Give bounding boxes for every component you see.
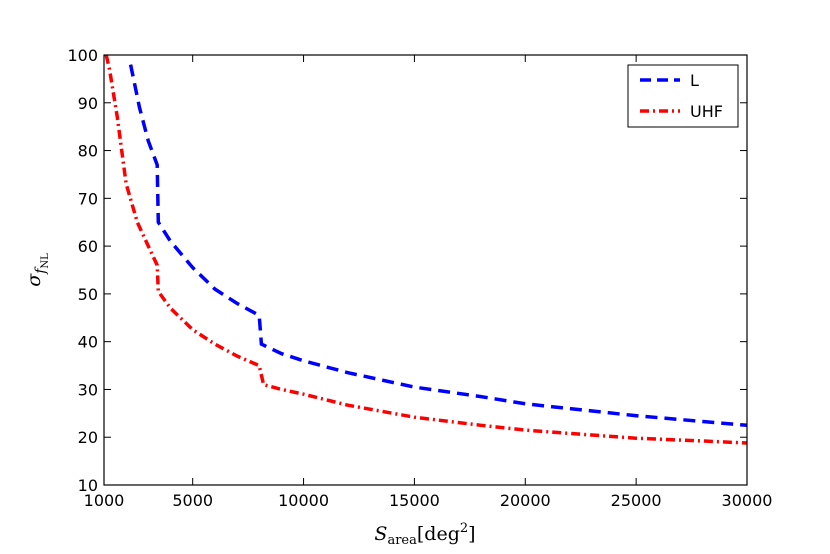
series-layer — [104, 54, 748, 445]
x-tick-label: 25000 — [611, 491, 662, 510]
series-line-L — [128, 64, 748, 428]
legend-label-L: L — [690, 71, 699, 90]
legend-label-UHF: UHF — [690, 102, 723, 121]
legend-box — [627, 64, 739, 128]
y-tick-label: 10 — [78, 476, 98, 495]
y-tick-label: 40 — [78, 333, 98, 352]
y-tick-label: 90 — [78, 94, 98, 113]
x-tick-label: 10000 — [278, 491, 329, 510]
y-tick-label: 30 — [78, 380, 98, 399]
y-axis-label: σfNL — [23, 253, 51, 287]
legend: L UHF — [627, 64, 739, 128]
x-tick-label: 5000 — [172, 491, 213, 510]
plot-frame — [103, 54, 748, 486]
x-tick-label: 15000 — [389, 491, 440, 510]
y-tick-label: 70 — [78, 189, 98, 208]
x-tick-label: 1000 — [84, 491, 125, 510]
x-tick-label: 20000 — [500, 491, 551, 510]
y-tick-label: 100 — [67, 46, 98, 65]
y-tick-label: 80 — [78, 142, 98, 161]
y-tick-label: 60 — [78, 237, 98, 256]
y-tick-label: 50 — [78, 285, 98, 304]
series-line-UHF — [104, 54, 748, 445]
y-tick-label: 20 — [78, 428, 98, 447]
x-tick-label: 30000 — [722, 491, 773, 510]
x-axis-label: Sarea[deg2] — [374, 521, 475, 548]
ticks-layer: 1000 5000 10000 15000 20000 25000 30000 10 20 30 4… — [67, 46, 772, 510]
